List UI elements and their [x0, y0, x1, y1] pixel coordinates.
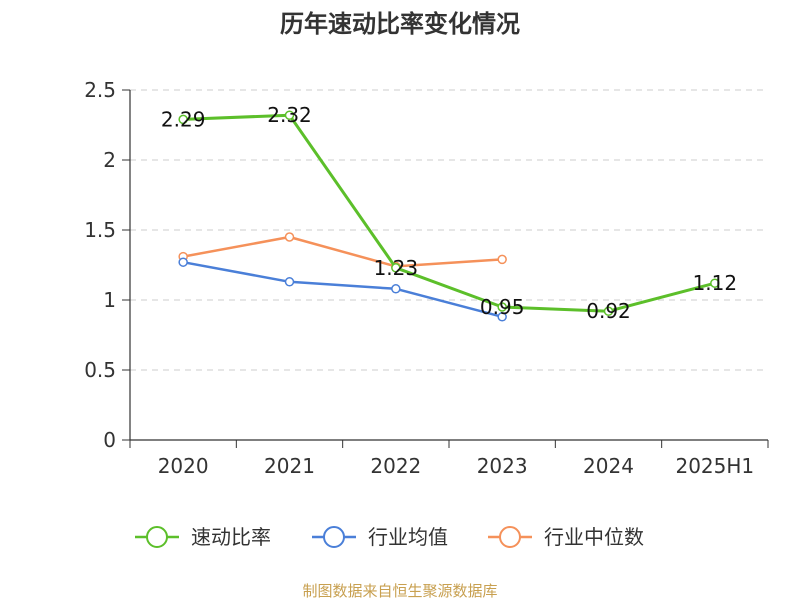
series-line-1 — [182, 260, 503, 319]
data-point — [497, 312, 507, 322]
x-tick-label: 2022 — [370, 454, 421, 478]
x-tick-label: 2020 — [158, 454, 209, 478]
data-label: 1.12 — [693, 271, 738, 295]
legend-marker-icon — [323, 526, 345, 548]
legend-item-2[interactable]: 行业中位数 — [488, 525, 644, 549]
data-point — [178, 114, 188, 125]
legend-label: 速动比率 — [191, 525, 271, 549]
legend-item-0[interactable]: 速动比率 — [135, 525, 271, 549]
data-label: 0.95 — [480, 295, 525, 319]
x-tick-label: 2025H1 — [675, 454, 754, 478]
x-tick-label: 2023 — [477, 454, 528, 478]
data-point — [710, 278, 720, 288]
data-point — [391, 284, 401, 294]
y-tick-label: 2.5 — [84, 78, 116, 102]
source-note: 制图数据来自恒生聚源数据库 — [302, 582, 497, 600]
data-label: 0.92 — [586, 299, 631, 323]
data-point — [603, 306, 614, 316]
legend-item-1[interactable]: 行业均值 — [312, 525, 448, 549]
x-tick-label: 2024 — [583, 454, 634, 478]
legend: 速动比率 行业均值 行业中位数 — [135, 525, 644, 549]
y-tick-label: 1.5 — [84, 218, 116, 242]
data-point — [497, 254, 507, 265]
series-line-2 — [182, 235, 503, 268]
data-point — [391, 263, 401, 273]
data-point — [178, 257, 188, 267]
data-point — [284, 277, 295, 287]
series-line-0 — [183, 113, 716, 313]
data-label: 1.23 — [374, 256, 419, 280]
y-tick-label: 1 — [103, 288, 116, 312]
chart-title: 历年速动比率变化情况 — [280, 10, 520, 38]
data-label: 2.32 — [267, 103, 312, 127]
legend-marker-icon — [146, 526, 168, 548]
axes: 0 0.5 1 1.5 2 2.5 2020 2021 2022 2023 2024 2025H1 — [84, 78, 769, 478]
y-tick-label: 0 — [103, 428, 116, 452]
data-point — [497, 302, 507, 312]
legend-marker-icon — [499, 526, 521, 548]
grid — [130, 89, 768, 371]
y-tick-label: 0.5 — [84, 358, 116, 382]
x-tick-label: 2021 — [264, 454, 315, 478]
y-tick-label: 2 — [103, 148, 116, 172]
series-lines — [178, 110, 720, 322]
data-labels: 2.29 2.32 1.23 0.95 0.92 1.12 — [161, 103, 737, 323]
data-point — [284, 110, 295, 120]
legend-label: 行业中位数 — [544, 525, 644, 549]
data-label: 2.29 — [161, 107, 206, 131]
legend-label: 行业均值 — [368, 525, 448, 549]
data-point — [284, 232, 295, 242]
